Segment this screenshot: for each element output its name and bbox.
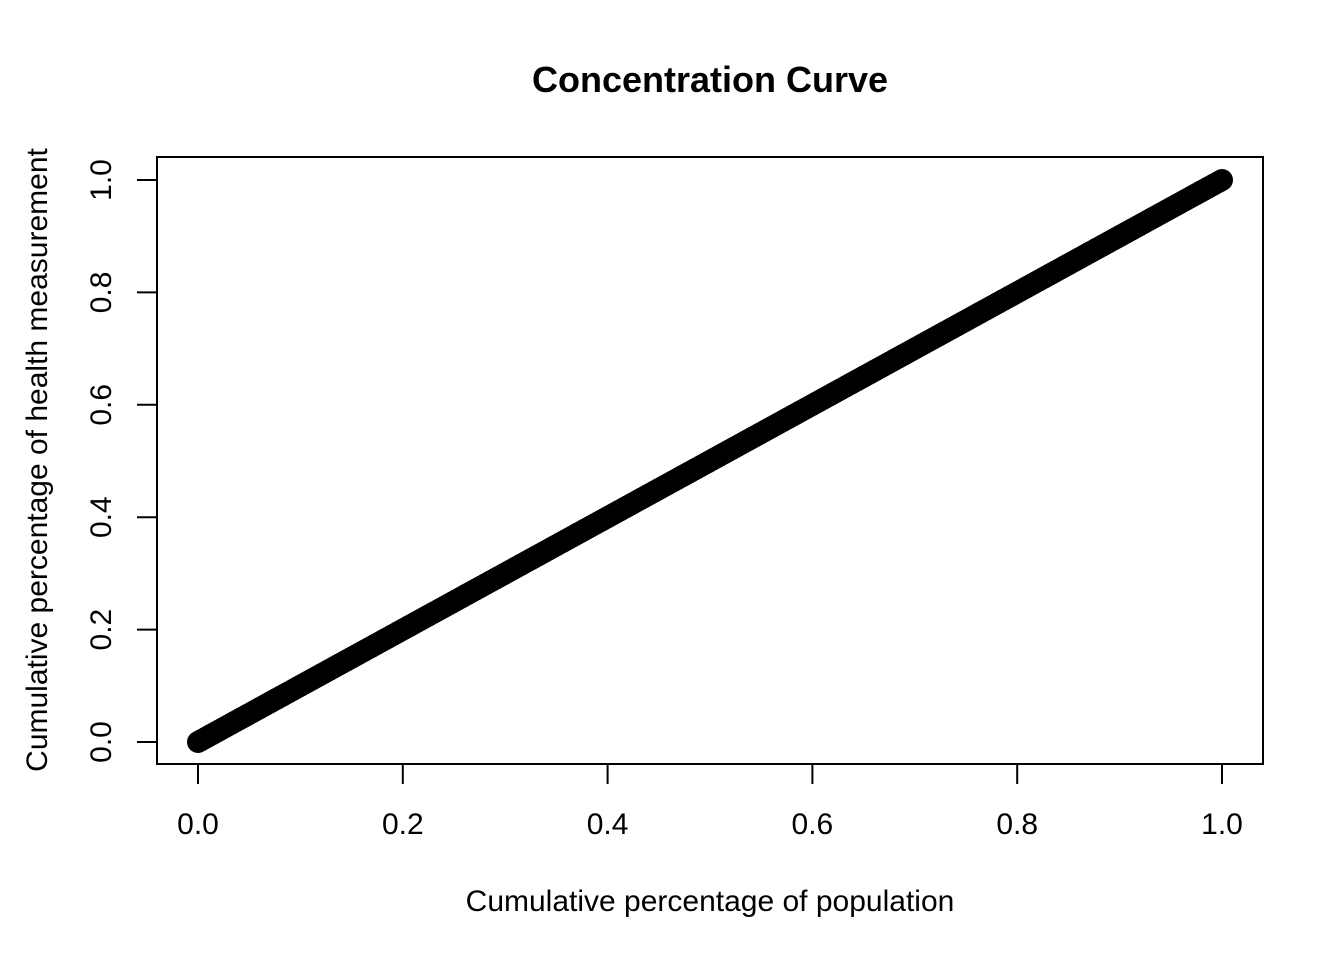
x-tick-label: 0.8 bbox=[996, 808, 1038, 841]
data-points bbox=[187, 169, 1233, 753]
y-tick-label: 0.4 bbox=[85, 496, 118, 538]
x-tick-label: 0.2 bbox=[382, 808, 424, 841]
x-axis: 0.0 0.2 0.4 0.6 0.8 1.0 bbox=[177, 763, 1243, 841]
x-tick-label: 0.0 bbox=[177, 808, 219, 841]
x-tick-label: 0.6 bbox=[792, 808, 834, 841]
y-axis: 0.0 0.2 0.4 0.6 0.8 1.0 bbox=[85, 159, 158, 763]
chart-title: Concentration Curve bbox=[532, 59, 888, 100]
x-tick-label: 1.0 bbox=[1201, 808, 1243, 841]
y-tick-label: 0.2 bbox=[85, 609, 118, 651]
y-tick-label: 0.0 bbox=[85, 721, 118, 763]
y-tick-label: 0.6 bbox=[85, 384, 118, 426]
y-axis-label: Cumulative percentage of health measurem… bbox=[21, 147, 54, 771]
x-tick-label: 0.4 bbox=[587, 808, 629, 841]
y-tick-label: 0.8 bbox=[85, 272, 118, 314]
data-point bbox=[1211, 169, 1233, 191]
y-tick-label: 1.0 bbox=[85, 159, 118, 201]
x-axis-label: Cumulative percentage of population bbox=[466, 885, 955, 918]
